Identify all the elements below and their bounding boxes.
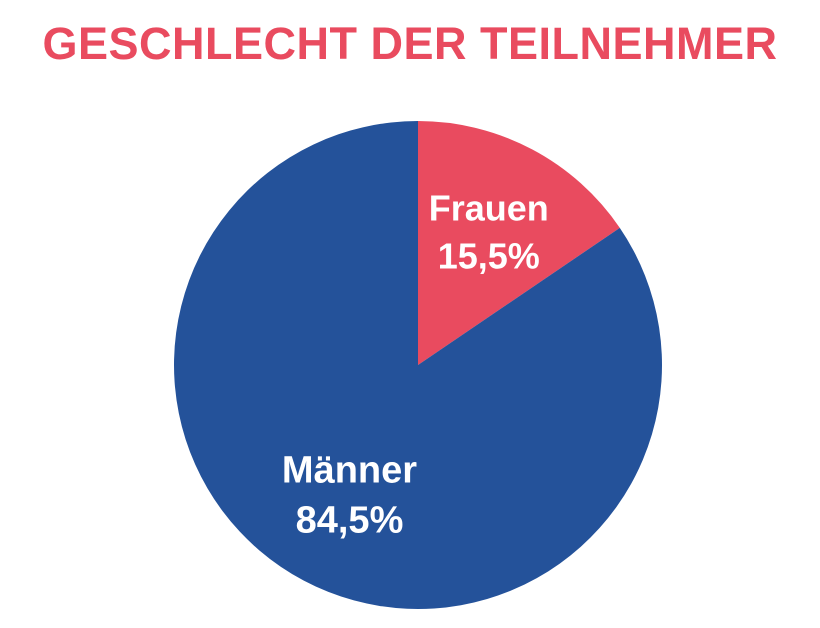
slice-label-value-männer: 84,5% (296, 499, 404, 541)
pie-labels: Frauen 15,5% Männer 84,5% (282, 187, 549, 541)
slice-label-name-männer: Männer (282, 449, 417, 491)
slice-label-name-frauen: Frauen (429, 187, 549, 228)
slice-label-value-frauen: 15,5% (438, 235, 540, 276)
pie-slice-männer (173, 121, 663, 609)
pie-slices (173, 121, 663, 609)
chart-title: GESCHLECHT DER TEILNEHMER (42, 18, 778, 69)
pie-slice-frauen (418, 121, 620, 365)
